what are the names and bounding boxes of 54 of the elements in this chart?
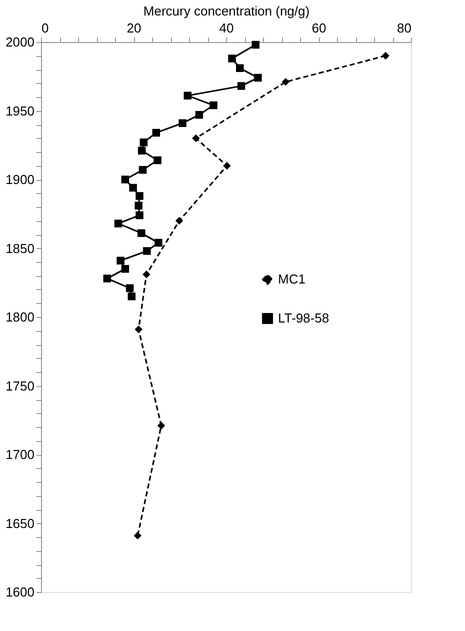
point [134, 202, 142, 210]
point [140, 138, 148, 146]
point [282, 78, 290, 86]
point [157, 422, 166, 430]
point [116, 256, 124, 264]
x-tick-label: 20 [126, 20, 142, 36]
point [154, 238, 162, 247]
point [195, 111, 204, 119]
point [154, 156, 162, 164]
x-tick-label: 0 [42, 20, 49, 36]
legend-label: MC1 [278, 272, 306, 286]
x-tick-label: 80 [397, 20, 412, 36]
y-tick-label: 1800 [6, 310, 34, 324]
point [228, 54, 236, 62]
point [138, 166, 147, 174]
point [134, 326, 142, 334]
point [252, 40, 260, 49]
point [236, 64, 244, 72]
point [382, 52, 390, 60]
y-tick-label: 1850 [6, 240, 34, 256]
point [128, 292, 136, 300]
point [142, 270, 150, 278]
point [114, 220, 122, 228]
legend-label: LT-98-58 [278, 310, 330, 326]
point [223, 162, 231, 170]
point [121, 176, 130, 184]
y-tick-label: 1650 [6, 516, 34, 531]
point [143, 247, 151, 255]
point [138, 146, 146, 154]
point [178, 119, 186, 127]
x-tick-label: 60 [312, 20, 326, 36]
point [192, 134, 200, 142]
y-tick-label: 1700 [6, 447, 34, 462]
point [184, 92, 192, 100]
point [175, 216, 184, 225]
x-tick-label: 40 [219, 20, 234, 36]
point [136, 192, 144, 200]
point [137, 229, 146, 237]
point [121, 265, 130, 273]
point [136, 211, 144, 220]
x-axis-title: Mercury concentration (ng/g) [143, 4, 310, 18]
y-tick-label: 1950 [6, 103, 34, 118]
point [210, 101, 218, 110]
y-tick-label: 1750 [6, 378, 34, 394]
y-tick-label: 1900 [6, 172, 34, 187]
point [152, 128, 160, 137]
point [254, 74, 262, 82]
point [237, 82, 246, 90]
y-tick-label: 2000 [6, 34, 34, 50]
y-tick-label: 1600 [6, 584, 34, 600]
point [129, 184, 137, 192]
point [103, 274, 112, 282]
point [126, 284, 134, 292]
point [134, 532, 142, 540]
